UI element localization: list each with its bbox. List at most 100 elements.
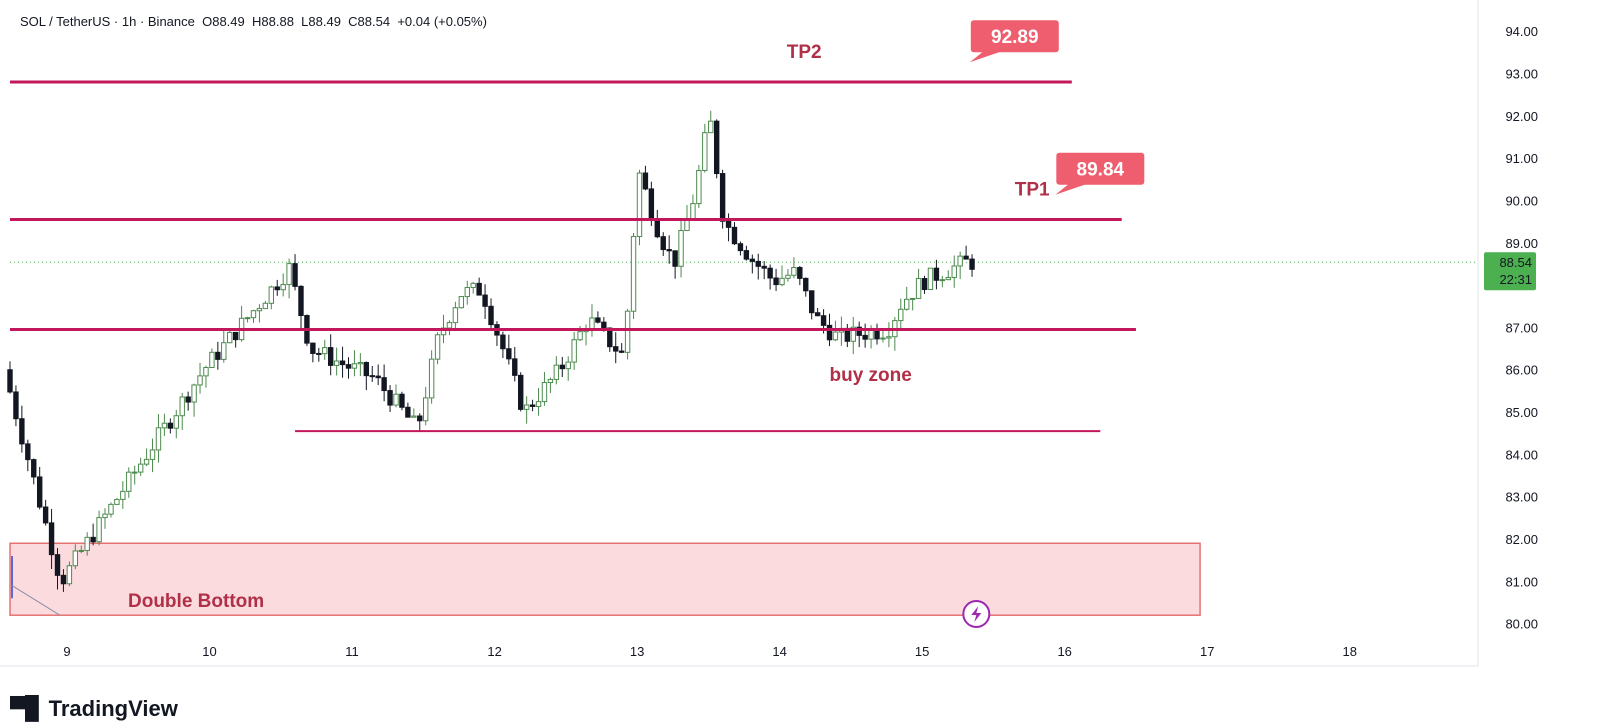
y-tick-label: 86.00 [1505, 363, 1538, 378]
x-tick-label: 9 [63, 644, 70, 659]
y-tick-label: 80.00 [1505, 617, 1538, 632]
candle-body [957, 255, 963, 267]
candle-body [939, 279, 946, 282]
candle-body [927, 267, 934, 291]
candle-body [48, 522, 55, 556]
candle-body [60, 574, 67, 585]
candle-body [72, 550, 79, 567]
candle-body [921, 278, 928, 291]
x-tick-label: 15 [915, 644, 929, 659]
candle-body [405, 406, 411, 418]
countdown-value: 22:31 [1499, 272, 1532, 287]
candle-body [333, 360, 340, 366]
candle-body [13, 391, 19, 420]
level-badge-TP2[interactable] [970, 20, 1059, 53]
candle-body [417, 415, 423, 422]
candle-body [969, 258, 975, 270]
candle-body [286, 263, 292, 286]
open-value: O88.49 [202, 14, 245, 29]
candle-body [250, 310, 257, 319]
candle-body [387, 390, 393, 406]
candle-body [512, 358, 518, 376]
candle-body [482, 294, 488, 307]
candle-body [791, 267, 797, 276]
candle-body [690, 203, 696, 220]
candle-body [951, 265, 957, 279]
low-value: L88.49 [301, 14, 341, 29]
candle-body [814, 312, 821, 317]
candle-body [126, 471, 132, 492]
y-tick-label: 85.00 [1505, 405, 1538, 420]
candle-body [31, 459, 37, 478]
candle-body [215, 351, 221, 360]
candle-body [672, 250, 678, 267]
candle-body [96, 517, 102, 543]
candle-body [351, 363, 358, 369]
candle-body [191, 384, 197, 403]
candle-body [464, 287, 470, 298]
candle-body [909, 297, 916, 300]
candle-body [785, 274, 791, 279]
candle-body [803, 277, 809, 292]
candle-body [666, 249, 672, 252]
candle-body [719, 173, 726, 222]
logo-text: TradingView [48, 696, 178, 721]
double-bottom-zone[interactable] [9, 542, 1201, 616]
candle-body [137, 463, 144, 473]
candle-body [850, 326, 856, 342]
candle-body [310, 342, 316, 354]
x-tick-label: 18 [1342, 644, 1356, 659]
candle-body [541, 382, 548, 403]
candle-body [434, 334, 441, 360]
candle-body [577, 331, 583, 341]
candle-body [529, 404, 536, 407]
candle-body [322, 347, 328, 355]
level-badge-value: 89.84 [1077, 160, 1125, 181]
logo-mark-icon: ▀▊ [10, 696, 43, 721]
candle-body [613, 346, 619, 352]
candle-body [173, 415, 179, 429]
candle-body [298, 285, 304, 317]
candle-body [452, 307, 459, 324]
candle-body [820, 315, 827, 326]
candle-body [886, 336, 892, 339]
candle-body [553, 364, 560, 380]
candle-body [339, 360, 346, 366]
candle-body [826, 324, 833, 341]
candle-body [749, 258, 756, 262]
candle-body [428, 358, 435, 399]
y-tick-label: 84.00 [1505, 447, 1538, 462]
candle-body [132, 471, 138, 474]
candle-body [702, 132, 708, 171]
y-tick-label: 89.00 [1505, 236, 1538, 251]
candle-body [915, 278, 922, 299]
candle-body [90, 536, 96, 543]
lightning-bolt-icon [971, 606, 982, 622]
candle-body [648, 188, 655, 220]
candle-body [933, 267, 940, 281]
candle-body [470, 282, 476, 289]
candle-body [221, 342, 227, 360]
y-tick-label: 93.00 [1505, 66, 1538, 81]
candle-body [280, 284, 286, 291]
double-bottom-label: Double Bottom [128, 591, 264, 612]
candle-body [945, 277, 951, 281]
y-tick-label: 90.00 [1505, 193, 1538, 208]
candle-body [42, 506, 49, 524]
candle-body [767, 267, 773, 279]
candle-body [399, 393, 405, 408]
candle-body [779, 277, 785, 286]
symbol-info[interactable]: SOL / TetherUS · 1h · Binance [20, 14, 195, 29]
current-price-value: 88.54 [1499, 255, 1532, 270]
candle-body [708, 120, 714, 134]
x-tick-label: 10 [202, 644, 216, 659]
price-chart[interactable]: 94.00 93.00 92.00 91.00 90.00 89.00 87.00 86.00… [0, 0, 1600, 690]
level-badge-TP1[interactable] [1056, 152, 1145, 185]
candle-body [500, 334, 506, 350]
candle-body [755, 260, 761, 267]
candle-body [642, 172, 649, 190]
candle-body [904, 298, 910, 310]
candle-body [274, 286, 280, 291]
y-tick-label: 81.00 [1505, 574, 1538, 589]
